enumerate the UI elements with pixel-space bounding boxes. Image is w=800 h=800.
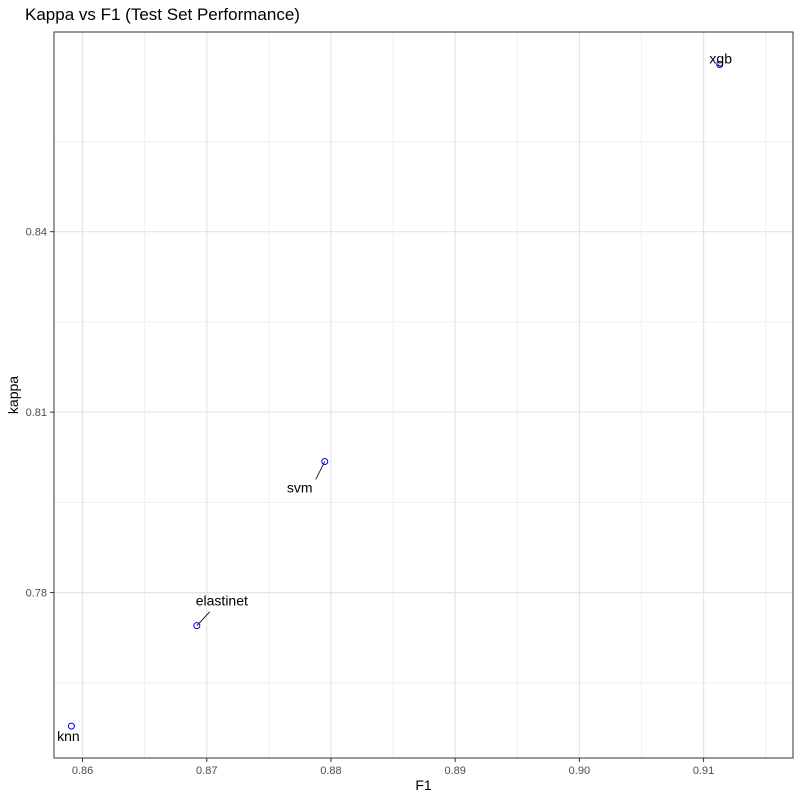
data-points [67, 60, 724, 730]
major-gridlines [54, 32, 793, 758]
y-axis-ticks: 0.78 0.81 0.84 [26, 227, 54, 600]
y-tick-label: 0.84 [26, 227, 47, 239]
point-label-xgb: xgb [709, 50, 732, 66]
x-tick-label: 0.86 [72, 765, 93, 777]
y-axis-title: kappa [5, 376, 21, 414]
plot-panel [54, 32, 793, 758]
point-label-knn: knn [57, 728, 80, 744]
x-axis-title: F1 [415, 777, 432, 793]
point-elastinet [193, 622, 201, 630]
minor-gridlines [54, 32, 793, 758]
point-knn [67, 722, 75, 730]
y-tick-label: 0.81 [26, 407, 47, 419]
x-tick-label: 0.89 [444, 765, 465, 777]
x-tick-label: 0.88 [320, 765, 341, 777]
point-labels: knn elastinet svm xgb [57, 50, 732, 744]
y-tick-label: 0.78 [26, 588, 47, 600]
x-axis-ticks: 0.86 0.87 0.88 0.89 0.90 0.91 [72, 758, 714, 777]
point-label-svm: svm [287, 479, 313, 495]
point-xgb [716, 60, 724, 68]
chart-title: Kappa vs F1 (Test Set Performance) [25, 5, 300, 24]
point-svm [321, 457, 329, 465]
x-tick-label: 0.90 [569, 765, 590, 777]
point-label-elastinet: elastinet [196, 593, 248, 609]
plot-border [53, 31, 794, 759]
x-tick-label: 0.91 [693, 765, 714, 777]
x-tick-label: 0.87 [196, 765, 217, 777]
